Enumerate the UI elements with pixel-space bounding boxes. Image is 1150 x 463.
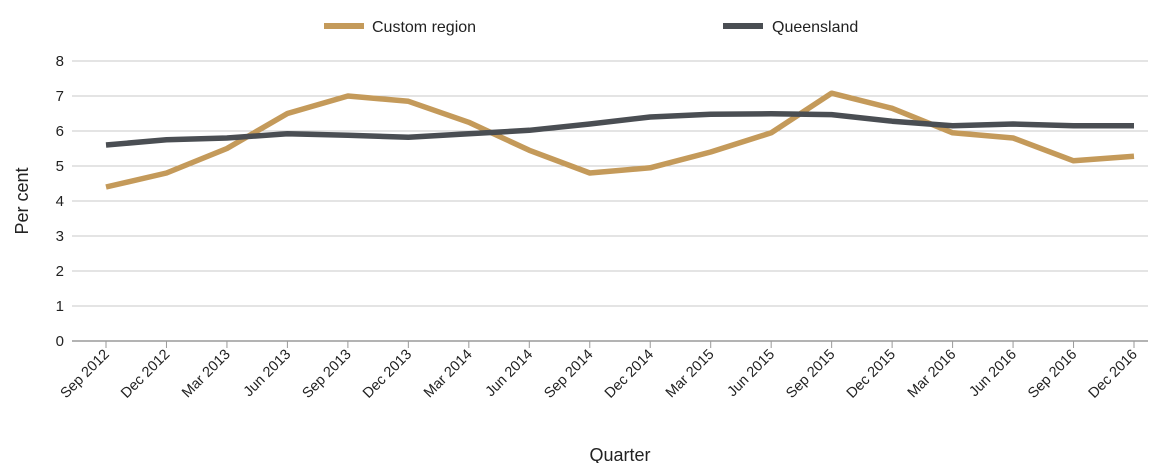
y-tick-label: 8 (56, 53, 64, 70)
x-tick-label: Dec 2012 (118, 347, 173, 402)
y-tick-label: 4 (56, 193, 64, 210)
y-tick-label: 1 (56, 298, 64, 315)
y-tick-label: 6 (56, 123, 64, 140)
x-tick-label: Jun 2015 (724, 347, 778, 401)
legend-label: Queensland (772, 19, 858, 36)
x-tick-label: Sep 2013 (299, 347, 354, 402)
x-axis-title: Quarter (589, 445, 650, 463)
x-tick-label: Mar 2015 (663, 347, 718, 402)
y-tick-label: 2 (56, 263, 64, 280)
y-axis-title: Per cent (12, 167, 32, 234)
legend: Custom region Queensland (324, 19, 858, 36)
series (105, 90, 1135, 190)
x-tick-label: Dec 2015 (844, 347, 899, 402)
x-tick-label: Sep 2014 (541, 347, 596, 402)
x-tick-label: Mar 2013 (179, 347, 234, 402)
x-tick-label: Mar 2016 (905, 347, 960, 402)
x-tick-label: Dec 2013 (360, 347, 415, 402)
x-tick-label: Sep 2016 (1025, 347, 1080, 402)
x-tick-label: Jun 2016 (966, 347, 1020, 401)
series-line-1 (105, 111, 1134, 148)
x-tick-label: Dec 2016 (1086, 347, 1141, 402)
x-tick-label: Dec 2014 (602, 347, 657, 402)
y-tick-label: 0 (56, 333, 64, 350)
x-tick-label: Mar 2014 (421, 347, 476, 402)
x-tick-label: Jun 2013 (241, 347, 295, 401)
legend-label: Custom region (372, 19, 476, 36)
series-line-0 (105, 90, 1135, 190)
x-tick-label: Sep 2012 (58, 347, 113, 402)
x-tick-label: Sep 2015 (783, 347, 838, 402)
y-tick-label: 5 (56, 158, 64, 175)
gridlines (72, 60, 1148, 342)
y-tick-label: 3 (56, 228, 64, 245)
y-tick-label: 7 (56, 88, 64, 105)
x-tick-label: Jun 2014 (483, 347, 537, 401)
